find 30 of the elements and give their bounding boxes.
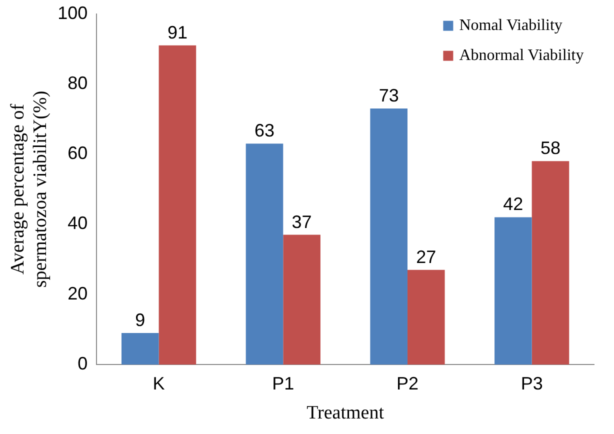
y-axis-title: Average percentage of spermatozoa viabilitY(%) bbox=[7, 90, 52, 288]
bar bbox=[158, 45, 196, 365]
data-label: 91 bbox=[167, 22, 188, 42]
y-tick-label: 0 bbox=[78, 354, 88, 374]
legend-label: Nomal Viability bbox=[459, 17, 562, 34]
x-tick-label: P1 bbox=[272, 373, 294, 394]
data-label: 9 bbox=[135, 310, 146, 330]
data-label: 63 bbox=[254, 120, 275, 141]
x-axis-title: Treatment bbox=[306, 402, 385, 424]
y-tick-label: 20 bbox=[68, 283, 88, 304]
bar bbox=[494, 217, 532, 365]
x-tick-label: P2 bbox=[396, 373, 419, 394]
bar bbox=[122, 333, 159, 365]
data-label: 42 bbox=[503, 194, 524, 214]
y-tick-label: 60 bbox=[68, 143, 88, 164]
bar bbox=[532, 161, 570, 365]
data-label: 58 bbox=[540, 138, 560, 158]
data-label: 27 bbox=[416, 246, 436, 267]
data-label: 73 bbox=[378, 85, 399, 106]
bar bbox=[283, 234, 320, 365]
x-tick-label: K bbox=[152, 373, 165, 394]
x-tick-label: P3 bbox=[520, 373, 543, 394]
y-tick-label: 40 bbox=[68, 213, 88, 234]
y-tick-label: 80 bbox=[68, 72, 88, 93]
legend-label: Abnormal Viability bbox=[459, 47, 584, 64]
bar bbox=[246, 144, 284, 365]
bar bbox=[370, 108, 408, 365]
y-tick-label: 100 bbox=[58, 2, 88, 23]
data-label: 37 bbox=[292, 212, 312, 232]
bar bbox=[407, 270, 445, 365]
